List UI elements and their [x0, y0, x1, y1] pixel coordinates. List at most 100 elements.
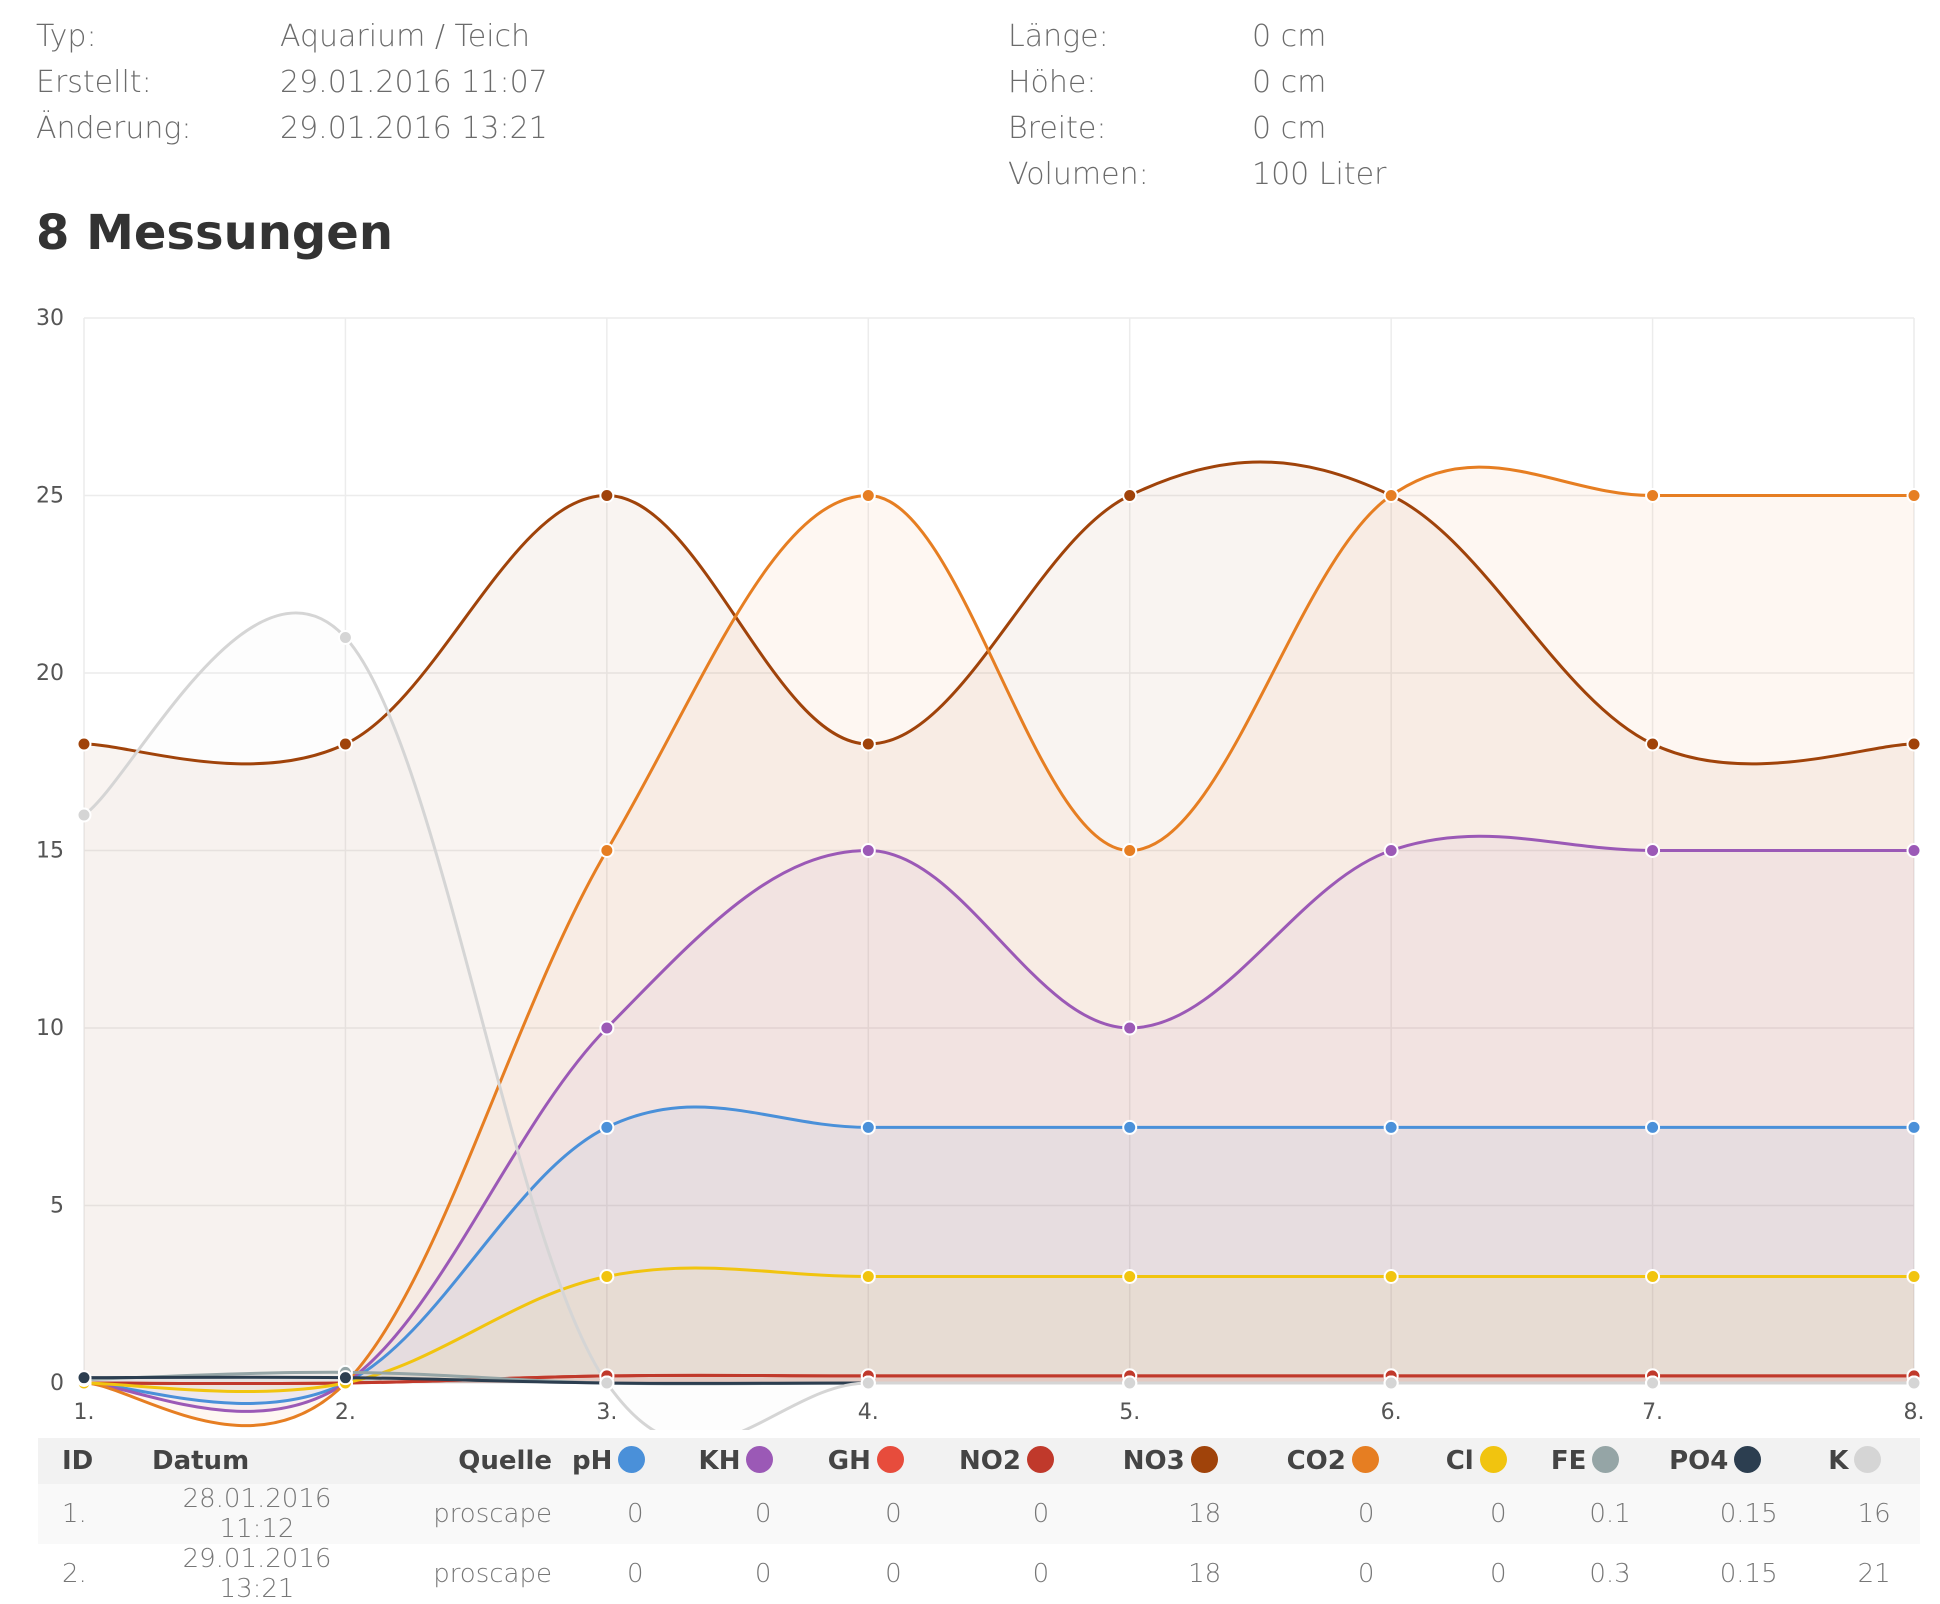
- col-label: K: [1828, 1446, 1849, 1476]
- table-cell: 29.01.2016 13:21: [182, 1544, 332, 1604]
- col-gh[interactable]: GH: [827, 1438, 960, 1484]
- area-ph: [84, 1106, 1914, 1404]
- series-color-dot: [1479, 1446, 1507, 1473]
- point-kh: [860, 843, 876, 858]
- point-ph: [1122, 1119, 1138, 1135]
- table-cell: 0: [627, 1559, 644, 1589]
- table-cell: 16: [1828, 1484, 1920, 1544]
- area-no3: [84, 461, 1914, 1383]
- col-po4[interactable]: PO4: [1669, 1438, 1829, 1484]
- series-color-dot: [876, 1446, 904, 1473]
- table-header-row: ID Datum Quelle pH KH GH NO2 NO3 CO2 Cl FE PO4 K: [38, 1438, 1920, 1484]
- col-kh[interactable]: KH: [698, 1438, 828, 1484]
- table-cell: 0.15: [1669, 1484, 1829, 1544]
- point-cl: [1906, 1269, 1922, 1284]
- table-cell: 0: [1445, 1484, 1551, 1544]
- line-no3: [83, 460, 1915, 766]
- col-datum[interactable]: Datum: [152, 1438, 362, 1484]
- point-kh: [599, 1020, 615, 1036]
- info-key: Länge:: [1008, 19, 1109, 54]
- info-right: Länge: 0 cm Höhe: 0 cm Breite: 0 cm Volumen…: [1008, 14, 1386, 198]
- measurement-chart: 0 5 10 15 20 25 30 1. 2. 3. 4. 5. 6. 7. 8.: [36, 306, 1925, 1430]
- col-label: NO2: [959, 1446, 1021, 1476]
- col-quelle[interactable]: Quelle: [362, 1438, 572, 1484]
- info-row: Volumen: 100 Liter: [1008, 152, 1386, 198]
- table-cell: 0: [959, 1484, 1123, 1544]
- info-value: Aquarium / Teich: [280, 19, 531, 54]
- col-fe[interactable]: FE: [1550, 1438, 1670, 1484]
- table-cell: 0: [698, 1484, 828, 1544]
- table-cell: 0: [1286, 1484, 1446, 1544]
- x-tick-label: 3.: [596, 1400, 617, 1425]
- col-label: pH: [572, 1446, 613, 1476]
- table-cell: 0: [885, 1559, 902, 1589]
- col-label: PO4: [1669, 1446, 1729, 1476]
- info-row: Länge: 0 cm: [1008, 14, 1386, 60]
- table-cell: 21: [1857, 1559, 1891, 1589]
- table-row[interactable]: 2. 29.01.2016 13:21 proscape 0 0 0 0 18 0 0 0.3 0.1…: [38, 1544, 1920, 1604]
- point-k: [337, 630, 353, 645]
- point-cl: [860, 1269, 876, 1284]
- info-value: 0 cm: [1252, 19, 1327, 54]
- point-no3: [1645, 736, 1661, 752]
- col-no2[interactable]: NO2: [959, 1438, 1123, 1484]
- point-k: [1383, 1375, 1399, 1391]
- table-cell: 0: [1490, 1559, 1507, 1589]
- point-ph: [1383, 1119, 1399, 1135]
- table-row[interactable]: 1. 28.01.2016 11:12 proscape 0 0 0 0 18 0 0 0.1 0.1…: [38, 1484, 1920, 1544]
- point-no3: [1122, 488, 1138, 503]
- table-cell: 0.3: [1589, 1559, 1631, 1589]
- table-cell: 0: [754, 1559, 772, 1589]
- col-no3[interactable]: NO3: [1122, 1438, 1287, 1484]
- table-cell: 0: [1357, 1559, 1375, 1589]
- col-ph[interactable]: pH: [572, 1438, 699, 1484]
- point-co2: [1122, 843, 1138, 858]
- area-k: [84, 613, 1914, 1430]
- table-cell: 0: [827, 1484, 960, 1544]
- info-value: 29.01.2016 11:07: [280, 65, 548, 100]
- y-tick-label: 20: [36, 661, 64, 686]
- point-co2: [1645, 488, 1661, 503]
- table-cell: 18: [1122, 1484, 1287, 1544]
- info-row: Typ: Aquarium / Teich: [36, 14, 548, 60]
- col-label: FE: [1550, 1446, 1587, 1476]
- point-no3: [860, 736, 876, 752]
- info-key: Erstellt:: [36, 65, 152, 100]
- point-no3: [1906, 736, 1922, 752]
- point-k: [860, 1375, 876, 1391]
- info-value: 29.01.2016 13:21: [280, 111, 548, 146]
- info-key: Höhe:: [1008, 65, 1097, 100]
- series-color-dot: [1190, 1446, 1218, 1473]
- series-color-dot: [1351, 1446, 1379, 1473]
- point-k: [1645, 1375, 1661, 1391]
- col-id[interactable]: ID: [38, 1438, 152, 1484]
- series-color-dot: [746, 1446, 774, 1473]
- x-tick-label: 2.: [335, 1400, 356, 1425]
- y-tick-label: 30: [36, 306, 64, 331]
- point-ph: [599, 1119, 615, 1135]
- series-color-dot: [618, 1446, 646, 1473]
- table-cell: 0: [1032, 1559, 1050, 1589]
- col-k[interactable]: K: [1828, 1438, 1920, 1484]
- point-cl: [1122, 1269, 1138, 1284]
- info-row: Höhe: 0 cm: [1008, 60, 1386, 106]
- x-tick-label: 4.: [858, 1400, 879, 1425]
- info-key: Typ:: [36, 19, 97, 54]
- info-value: 0 cm: [1252, 111, 1327, 146]
- x-tick-label: 5.: [1119, 1400, 1140, 1425]
- point-po4: [337, 1370, 353, 1386]
- table-cell: proscape: [433, 1559, 552, 1589]
- table-cell: 0: [572, 1484, 699, 1544]
- x-tick-label: 1.: [74, 1400, 95, 1425]
- y-tick-label: 15: [36, 839, 64, 864]
- table-body: 1. 28.01.2016 11:12 proscape 0 0 0 0 18 0 0 0.1 0.1…: [38, 1484, 1920, 1604]
- info-key: Volumen:: [1008, 157, 1149, 192]
- info-row: Breite: 0 cm: [1008, 106, 1386, 152]
- line-ph: [83, 1105, 1914, 1405]
- point-k: [599, 1375, 615, 1391]
- table-cell: 0.15: [1719, 1559, 1778, 1589]
- col-cl[interactable]: Cl: [1445, 1438, 1551, 1484]
- col-co2[interactable]: CO2: [1286, 1438, 1446, 1484]
- info-row: Erstellt: 29.01.2016 11:07: [36, 60, 548, 106]
- area-kh: [84, 836, 1914, 1412]
